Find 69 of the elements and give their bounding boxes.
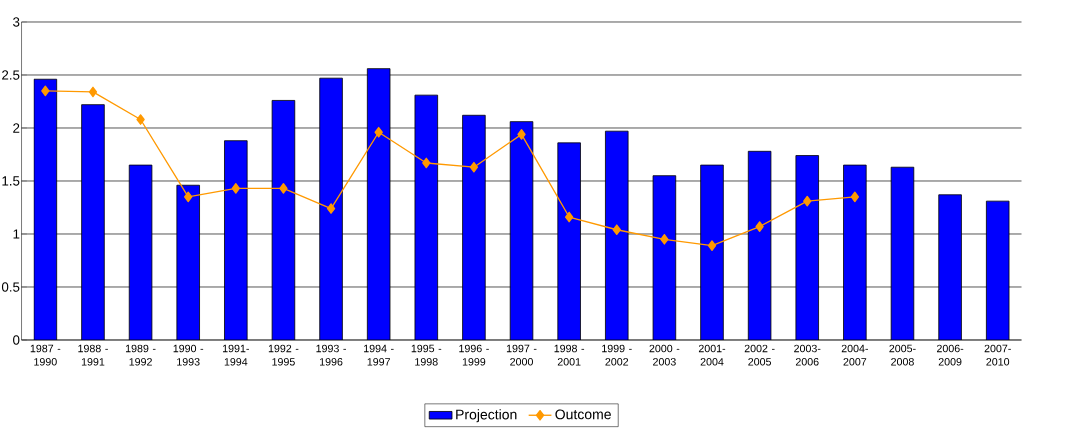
point bbox=[422, 157, 431, 169]
x-tick-label: 1991- 1994 bbox=[222, 344, 249, 366]
legend-label: Outcome bbox=[555, 409, 611, 420]
y-tick-label: 2.5 bbox=[2, 70, 20, 80]
legend-label: Projection bbox=[456, 409, 517, 423]
bar bbox=[462, 114, 486, 340]
bar bbox=[33, 78, 58, 340]
x-tick-label: 1990 - 1993 bbox=[173, 344, 204, 366]
point bbox=[517, 129, 526, 140]
point bbox=[374, 126, 383, 138]
x-tick-label: 1992 - 1995 bbox=[268, 344, 299, 366]
x-tick-label: 1997 - 2000 bbox=[506, 344, 537, 366]
point bbox=[136, 114, 145, 125]
y-tick-label: 1.5 bbox=[2, 176, 20, 186]
bar bbox=[224, 140, 248, 340]
point bbox=[660, 233, 669, 245]
y-tick-label: 0.5 bbox=[1, 282, 20, 292]
x-tick-label: 1994 - 1997 bbox=[364, 344, 394, 366]
bar bbox=[652, 175, 677, 340]
y-tick-label: 1 bbox=[13, 229, 20, 239]
bar bbox=[81, 104, 105, 340]
x-tick-label: 1989 - 1992 bbox=[125, 344, 156, 366]
bar bbox=[319, 77, 343, 340]
x-tick-label: 2000 - 2003 bbox=[649, 344, 680, 366]
point bbox=[612, 224, 621, 236]
point bbox=[184, 191, 193, 203]
x-tick-label: 2007- 2010 bbox=[984, 344, 1011, 366]
x-tick-label: 1988 - 1991 bbox=[78, 344, 108, 366]
x-tick-label: 1999 - 2002 bbox=[602, 344, 632, 366]
y-tick-label: 0 bbox=[13, 335, 20, 345]
bar bbox=[176, 184, 200, 340]
point bbox=[279, 183, 288, 194]
x-tick-label: 2006- 2009 bbox=[937, 344, 964, 366]
x-tick-label: 1995 - 1998 bbox=[411, 344, 442, 366]
bar bbox=[938, 194, 962, 340]
bar bbox=[890, 166, 915, 340]
x-tick-label: 2005- 2008 bbox=[889, 344, 916, 366]
bar bbox=[747, 150, 772, 340]
x-tick-label: 2003- 2006 bbox=[794, 344, 821, 366]
point bbox=[707, 240, 717, 251]
bar bbox=[605, 130, 629, 340]
x-tick-label: 1993 - 1996 bbox=[316, 344, 346, 366]
bar bbox=[271, 100, 296, 340]
point bbox=[755, 221, 764, 232]
point bbox=[231, 183, 240, 194]
point bbox=[88, 86, 98, 98]
y-tick-label: 3 bbox=[13, 17, 20, 27]
x-tick-label: 2002 - 2005 bbox=[744, 344, 775, 366]
x-tick-label: 1998 - 2001 bbox=[554, 344, 585, 366]
point bbox=[469, 161, 479, 173]
bar bbox=[509, 121, 534, 340]
bar bbox=[700, 164, 724, 340]
bar bbox=[366, 68, 391, 340]
point bbox=[326, 203, 336, 214]
bar bbox=[795, 155, 819, 340]
point bbox=[803, 195, 812, 207]
x-tick-label: 1996 - 1999 bbox=[459, 344, 489, 366]
x-tick-label: 1987 - 1990 bbox=[30, 344, 61, 366]
point bbox=[564, 211, 574, 223]
bar bbox=[843, 164, 867, 340]
x-tick-label: 2004- 2007 bbox=[841, 344, 869, 366]
point bbox=[41, 85, 50, 97]
point bbox=[850, 191, 860, 203]
bar bbox=[128, 164, 153, 340]
x-tick-label: 2001- 2004 bbox=[698, 344, 726, 366]
y-tick-label: 2 bbox=[13, 123, 20, 133]
bar bbox=[985, 200, 1010, 340]
bar bbox=[557, 142, 581, 340]
bar bbox=[414, 94, 439, 340]
